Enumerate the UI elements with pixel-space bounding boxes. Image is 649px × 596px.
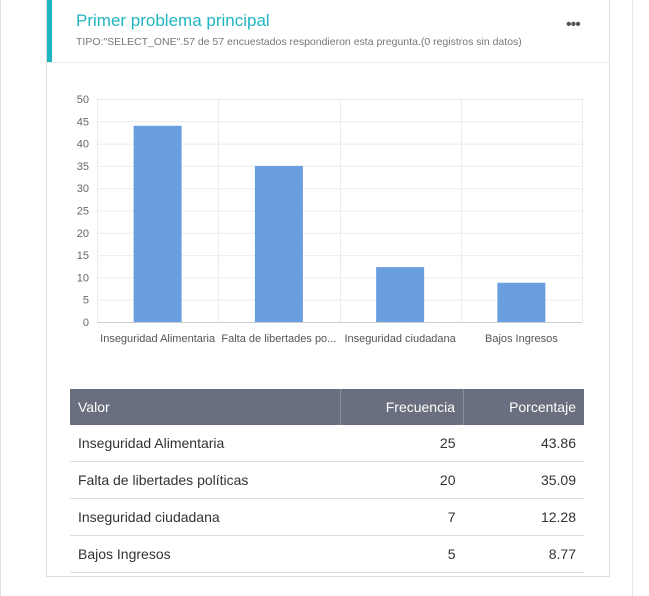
table-header-row: Valor Frecuencia Porcentaje: [70, 389, 584, 425]
card-title: Primer problema principal: [76, 11, 270, 30]
x-tick-label: Bajos Ingresos: [485, 333, 558, 345]
y-tick-label: 15: [77, 250, 89, 262]
column-header-valor[interactable]: Valor: [70, 389, 341, 425]
column-header-porcentaje[interactable]: Porcentaje: [463, 389, 584, 425]
bar: [133, 125, 182, 322]
column-header-frecuencia[interactable]: Frecuencia: [340, 389, 464, 425]
table-row: Inseguridad Alimentaria 25 43.86: [70, 425, 584, 462]
table-row: Inseguridad ciudadana 7 12.28: [70, 498, 584, 536]
cell-porcentaje: 43.86: [463, 425, 584, 462]
cell-frecuencia: 7: [340, 498, 464, 536]
cell-valor: Inseguridad Alimentaria: [70, 425, 341, 462]
y-tick-label: 50: [77, 94, 89, 106]
y-tick-label: 30: [77, 183, 89, 195]
cell-frecuencia: 20: [340, 461, 464, 499]
bar: [497, 282, 546, 322]
y-tick-label: 10: [77, 272, 89, 284]
bar: [254, 165, 303, 322]
cell-porcentaje: 12.28: [463, 498, 584, 536]
cell-valor: Inseguridad ciudadana: [70, 498, 341, 536]
page-border-right: [632, 0, 633, 596]
cell-porcentaje: 8.77: [463, 535, 584, 573]
table-row: Falta de libertades políticas 20 35.09: [70, 461, 584, 499]
cell-valor: Bajos Ingresos: [70, 535, 341, 573]
more-horizontal-icon[interactable]: •••: [566, 16, 581, 33]
y-tick-label: 5: [83, 295, 89, 307]
card-subtitle: TIPO:"SELECT_ONE".57 de 57 encuestados r…: [76, 36, 522, 48]
y-tick-label: 20: [77, 228, 89, 240]
cell-porcentaje: 35.09: [463, 461, 584, 499]
y-tick-label: 45: [77, 116, 89, 128]
x-tick-label: Inseguridad ciudadana: [344, 333, 456, 345]
page-border-left: [0, 0, 1, 596]
header-divider: [47, 62, 609, 63]
cell-frecuencia: 5: [340, 535, 464, 573]
cell-valor: Falta de libertades políticas: [70, 461, 341, 499]
bar: [376, 267, 425, 322]
cell-frecuencia: 25: [340, 425, 464, 462]
y-tick-label: 40: [77, 139, 89, 151]
y-tick-label: 35: [77, 161, 89, 173]
x-tick-label: Inseguridad Alimentaria: [100, 333, 216, 345]
card-accent-bar: [47, 0, 52, 62]
frequency-table: Valor Frecuencia Porcentaje Inseguridad …: [70, 389, 584, 573]
y-tick-label: 25: [77, 206, 89, 218]
x-tick-label: Falta de libertades po...: [221, 333, 336, 345]
bar-chart: 0 5 10 15 20 25 30 35 40 45 50 Inseguridad Alimenta…: [77, 94, 583, 345]
table-row: Bajos Ingresos 5 8.77: [70, 535, 584, 573]
y-tick-label: 0: [83, 317, 89, 329]
